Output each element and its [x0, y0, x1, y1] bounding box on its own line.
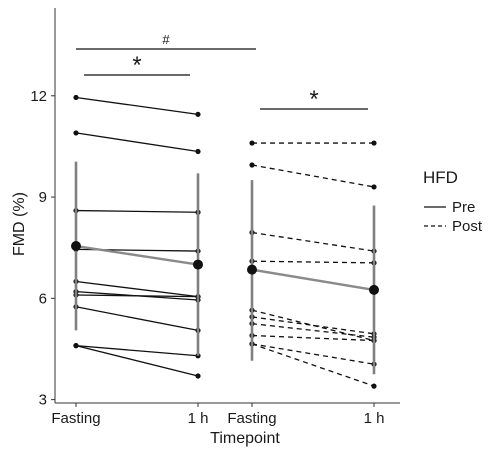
individual-line [251, 164, 375, 188]
y-tick-label: 6 [39, 290, 47, 307]
x-tick-label: 1 h [188, 410, 209, 427]
individual-line [251, 316, 375, 335]
individual-point [371, 184, 377, 190]
individual-line [75, 344, 199, 357]
mean-point [71, 241, 81, 252]
legend-label-post: Post [452, 218, 483, 235]
y-tick-label: 3 [39, 392, 47, 409]
annotation-star-pre: * [132, 52, 141, 79]
x-axis-title: Timepoint [210, 430, 280, 447]
legend-title: HFD [423, 168, 458, 187]
annotation-hash: # [162, 32, 170, 47]
mean-point [369, 284, 379, 295]
mean-point [247, 264, 257, 275]
mean-line [251, 268, 375, 292]
mean-point [193, 259, 203, 270]
y-tick-label: 12 [30, 88, 47, 105]
individual-point [195, 111, 201, 117]
x-tick-label: 1 h [364, 410, 385, 427]
individual-point [371, 383, 377, 389]
individual-point [195, 148, 201, 155]
individual-line [75, 96, 199, 115]
individual-line [251, 260, 375, 264]
x-tick-label: Fasting [51, 410, 100, 427]
individual-line [75, 294, 199, 298]
individual-line [251, 231, 375, 252]
y-axis-title: FMD (%) [11, 192, 28, 256]
individual-point [73, 130, 79, 136]
individual-point [195, 373, 201, 379]
annotation-star-post: * [309, 86, 318, 113]
individual-line [251, 343, 375, 365]
x-tick-label: Fasting [227, 410, 276, 427]
individual-point [73, 343, 79, 349]
individual-line [75, 280, 199, 298]
individual-line [251, 334, 375, 342]
mean-line [75, 244, 199, 266]
individual-point [249, 140, 255, 146]
y-tick-label: 9 [39, 189, 47, 206]
individual-point [371, 140, 377, 146]
individual-line [75, 209, 199, 213]
individual-point [249, 162, 255, 168]
individual-line [251, 309, 375, 342]
legend-label-pre: Pre [452, 199, 475, 216]
individual-point [73, 94, 79, 101]
individual-line [251, 323, 375, 338]
individual-line [75, 306, 199, 332]
individual-line [75, 132, 199, 153]
individual-line [251, 343, 375, 387]
individual-line [75, 344, 199, 377]
